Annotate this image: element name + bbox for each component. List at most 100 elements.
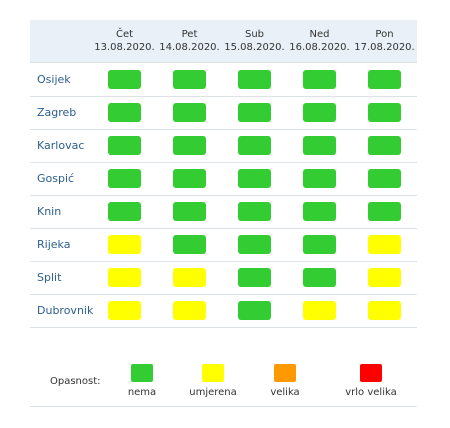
table-row: Knin [30, 195, 417, 229]
day-header: Čet 13.08.2020. [92, 20, 157, 63]
legend-label: velika [270, 387, 300, 398]
table-row: Split [30, 261, 417, 295]
danger-swatch [173, 69, 206, 89]
danger-swatch [238, 268, 271, 287]
danger-cell [222, 195, 287, 229]
danger-swatch [368, 136, 401, 155]
city-name[interactable]: Karlovac [30, 129, 92, 163]
danger-cell [352, 129, 417, 163]
danger-cell [92, 195, 157, 229]
table-row: Dubrovnik [30, 294, 417, 328]
danger-swatch [368, 235, 401, 254]
city-name[interactable]: Zagreb [30, 96, 92, 130]
danger-cell [222, 62, 287, 97]
danger-swatch [108, 202, 141, 221]
day-header: Pet 14.08.2020. [157, 20, 222, 63]
danger-swatch [238, 69, 271, 89]
fire-danger-table: Čet 13.08.2020. Pet 14.08.2020. Sub 15.08.2… [30, 20, 417, 328]
danger-swatch [368, 69, 401, 89]
city-name[interactable]: Rijeka [30, 228, 92, 262]
danger-cell [157, 62, 222, 97]
header-corner [30, 20, 92, 63]
danger-cell [287, 195, 352, 229]
danger-swatch [108, 169, 141, 188]
legend-title: Opasnost: [50, 376, 101, 387]
danger-cell [287, 294, 352, 328]
day-date: 14.08.2020. [159, 41, 220, 53]
day-date: 13.08.2020. [94, 41, 155, 53]
danger-cell [157, 195, 222, 229]
legend-item-nema: nema [107, 364, 177, 398]
danger-swatch [173, 136, 206, 155]
danger-cell [352, 162, 417, 196]
danger-swatch [303, 69, 336, 89]
danger-swatch [238, 169, 271, 188]
day-name: Pet [181, 28, 198, 40]
day-date: 16.08.2020. [289, 41, 350, 53]
danger-cell [352, 195, 417, 229]
day-name: Pon [375, 28, 394, 40]
day-date: 17.08.2020. [354, 41, 415, 53]
table-body: Osijek Zagreb Karlovac Gospić Knin Rijeka Spli… [30, 62, 417, 328]
day-date: 15.08.2020. [224, 41, 285, 53]
day-header: Ned 16.08.2020. [287, 20, 352, 63]
danger-swatch [368, 301, 401, 320]
danger-cell [287, 96, 352, 130]
danger-cell [92, 162, 157, 196]
danger-swatch [238, 103, 271, 122]
danger-swatch [108, 103, 141, 122]
danger-cell [222, 228, 287, 262]
danger-cell [352, 62, 417, 97]
danger-cell [222, 261, 287, 295]
danger-swatch [303, 301, 336, 320]
danger-cell [157, 261, 222, 295]
danger-cell [287, 228, 352, 262]
city-name[interactable]: Dubrovnik [30, 294, 93, 328]
day-header: Pon 17.08.2020. [352, 20, 417, 63]
danger-swatch [368, 202, 401, 221]
danger-cell [287, 162, 352, 196]
table-row: Zagreb [30, 96, 417, 130]
header-row: Čet 13.08.2020. Pet 14.08.2020. Sub 15.08.2… [30, 20, 417, 63]
danger-cell [92, 96, 157, 130]
danger-swatch [173, 235, 206, 254]
danger-cell [287, 62, 352, 97]
danger-swatch [238, 301, 271, 320]
danger-cell [92, 261, 157, 295]
danger-swatch [173, 103, 206, 122]
danger-swatch [108, 268, 141, 287]
danger-cell [352, 228, 417, 262]
danger-cell [92, 62, 157, 97]
danger-swatch [303, 136, 336, 155]
danger-swatch [368, 169, 401, 188]
day-header: Sub 15.08.2020. [222, 20, 287, 63]
city-name[interactable]: Split [30, 261, 92, 295]
city-name[interactable]: Knin [30, 195, 92, 229]
table-row: Rijeka [30, 228, 417, 262]
city-name[interactable]: Gospić [30, 162, 92, 196]
day-name: Sub [244, 28, 265, 40]
danger-swatch [303, 103, 336, 122]
legend: Opasnost: nema umjerena velika vrlo veli… [30, 352, 417, 407]
danger-swatch [238, 136, 271, 155]
danger-swatch [173, 202, 206, 221]
danger-swatch [238, 235, 271, 254]
danger-cell [92, 129, 157, 163]
table-row: Gospić [30, 162, 417, 196]
legend-swatch [131, 364, 153, 382]
legend-label: umjerena [189, 387, 237, 398]
danger-cell [352, 261, 417, 295]
danger-swatch [368, 103, 401, 122]
danger-swatch [303, 268, 336, 287]
danger-cell [352, 294, 417, 328]
city-name[interactable]: Osijek [30, 62, 92, 97]
danger-swatch [108, 69, 141, 89]
danger-swatch [173, 301, 206, 320]
danger-cell [157, 294, 222, 328]
danger-swatch [173, 169, 206, 188]
danger-cell [222, 162, 287, 196]
danger-cell [157, 162, 222, 196]
legend-label: nema [127, 387, 157, 398]
legend-swatch [202, 364, 224, 382]
danger-cell [222, 294, 287, 328]
